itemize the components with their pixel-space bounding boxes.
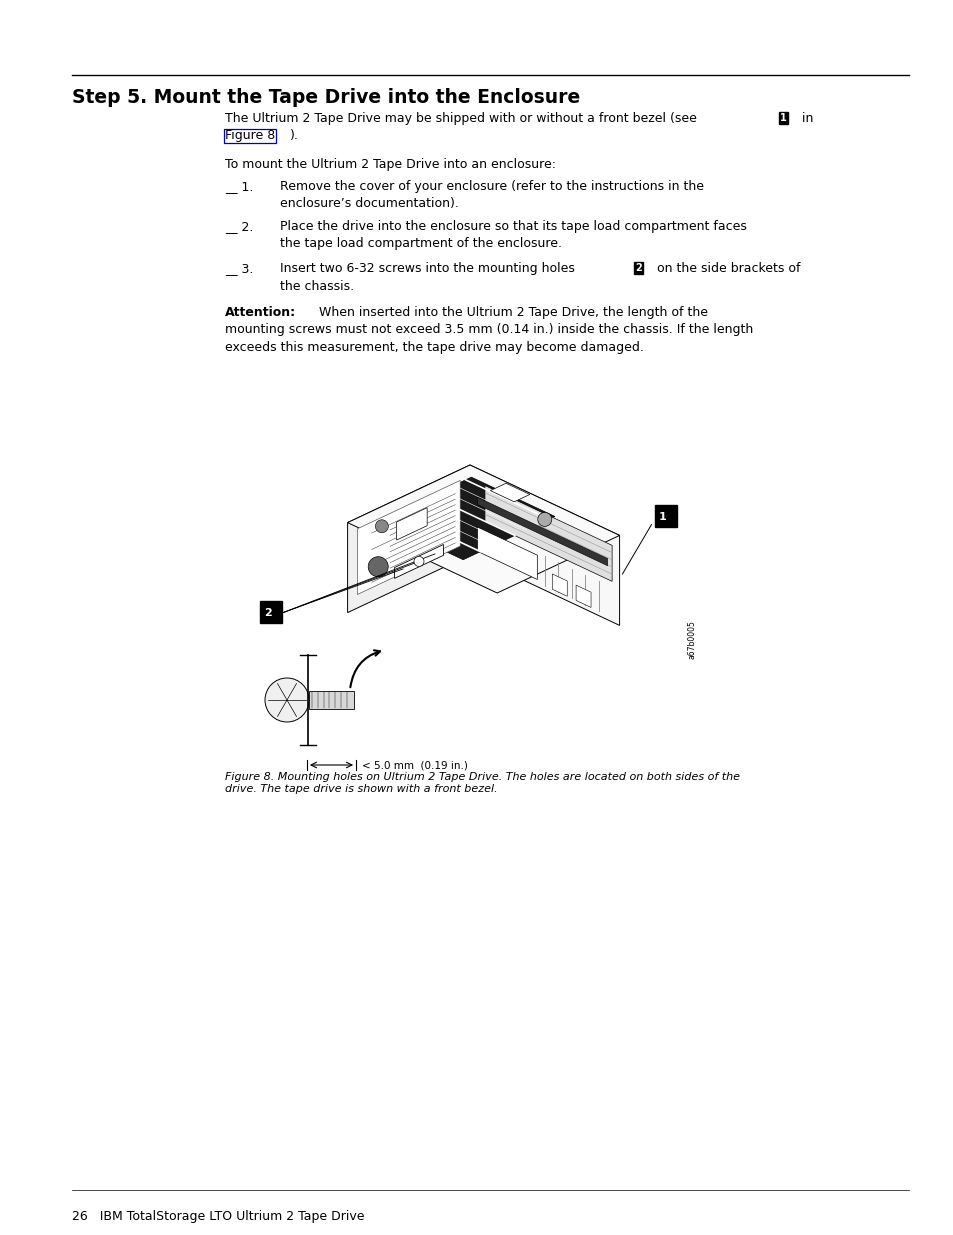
Text: 26   IBM TotalStorage LTO Ultrium 2 Tape Drive: 26 IBM TotalStorage LTO Ultrium 2 Tape D… <box>71 1210 364 1223</box>
Text: Figure 8: Figure 8 <box>225 130 275 142</box>
Circle shape <box>368 557 388 577</box>
Text: < 5.0 mm  (0.19 in.): < 5.0 mm (0.19 in.) <box>361 760 467 769</box>
Text: exceeds this measurement, the tape drive may become damaged.: exceeds this measurement, the tape drive… <box>225 341 643 354</box>
Text: Place the drive into the enclosure so that its tape load compartment faces: Place the drive into the enclosure so th… <box>280 220 746 233</box>
Polygon shape <box>395 545 443 578</box>
Text: The Ultrium 2 Tape Drive may be shipped with or without a front bezel (see: The Ultrium 2 Tape Drive may be shipped … <box>225 112 700 125</box>
Text: on the side brackets of: on the side brackets of <box>652 262 800 275</box>
Circle shape <box>375 520 388 532</box>
Bar <box>655 505 677 527</box>
Text: When inserted into the Ultrium 2 Tape Drive, the length of the: When inserted into the Ultrium 2 Tape Dr… <box>307 306 707 319</box>
Text: To mount the Ultrium 2 Tape Drive into an enclosure:: To mount the Ultrium 2 Tape Drive into a… <box>225 158 556 170</box>
Polygon shape <box>470 466 618 625</box>
Polygon shape <box>347 466 470 613</box>
Bar <box>260 601 282 622</box>
Bar <box>309 692 354 709</box>
Text: 1: 1 <box>780 112 786 124</box>
Polygon shape <box>357 480 459 594</box>
Text: the chassis.: the chassis. <box>280 279 354 293</box>
Text: 1: 1 <box>659 513 666 522</box>
Text: ).: ). <box>290 130 298 142</box>
Polygon shape <box>379 477 555 559</box>
Text: Step 5. Mount the Tape Drive into the Enclosure: Step 5. Mount the Tape Drive into the En… <box>71 88 579 107</box>
Text: a67b0005: a67b0005 <box>687 620 696 659</box>
Text: __ 1.: __ 1. <box>225 180 253 193</box>
Circle shape <box>537 513 551 526</box>
Text: the tape load compartment of the enclosure.: the tape load compartment of the enclosu… <box>280 237 561 251</box>
Text: Attention:: Attention: <box>225 306 295 319</box>
Text: Insert two 6-32 screws into the mounting holes: Insert two 6-32 screws into the mounting… <box>280 262 578 275</box>
Text: in: in <box>797 112 813 125</box>
Polygon shape <box>484 485 612 582</box>
Text: enclosure’s documentation).: enclosure’s documentation). <box>280 198 458 210</box>
Polygon shape <box>477 498 607 566</box>
Text: 2: 2 <box>264 608 272 618</box>
Circle shape <box>265 678 309 722</box>
Polygon shape <box>396 508 427 540</box>
Text: __ 3.: __ 3. <box>225 262 253 275</box>
Polygon shape <box>552 574 567 597</box>
Polygon shape <box>477 527 537 579</box>
Text: __ 2.: __ 2. <box>225 220 253 233</box>
Text: 2: 2 <box>635 263 641 273</box>
Polygon shape <box>347 466 618 593</box>
Text: mounting screws must not exceed 3.5 mm (0.14 in.) inside the chassis. If the len: mounting screws must not exceed 3.5 mm (… <box>225 324 753 336</box>
Polygon shape <box>490 483 529 501</box>
Text: Figure 8. Mounting holes on Ultrium 2 Tape Drive. The holes are located on both : Figure 8. Mounting holes on Ultrium 2 Ta… <box>225 772 740 794</box>
Text: Remove the cover of your enclosure (refer to the instructions in the: Remove the cover of your enclosure (refe… <box>280 180 703 193</box>
Circle shape <box>414 557 423 567</box>
Polygon shape <box>576 585 591 608</box>
